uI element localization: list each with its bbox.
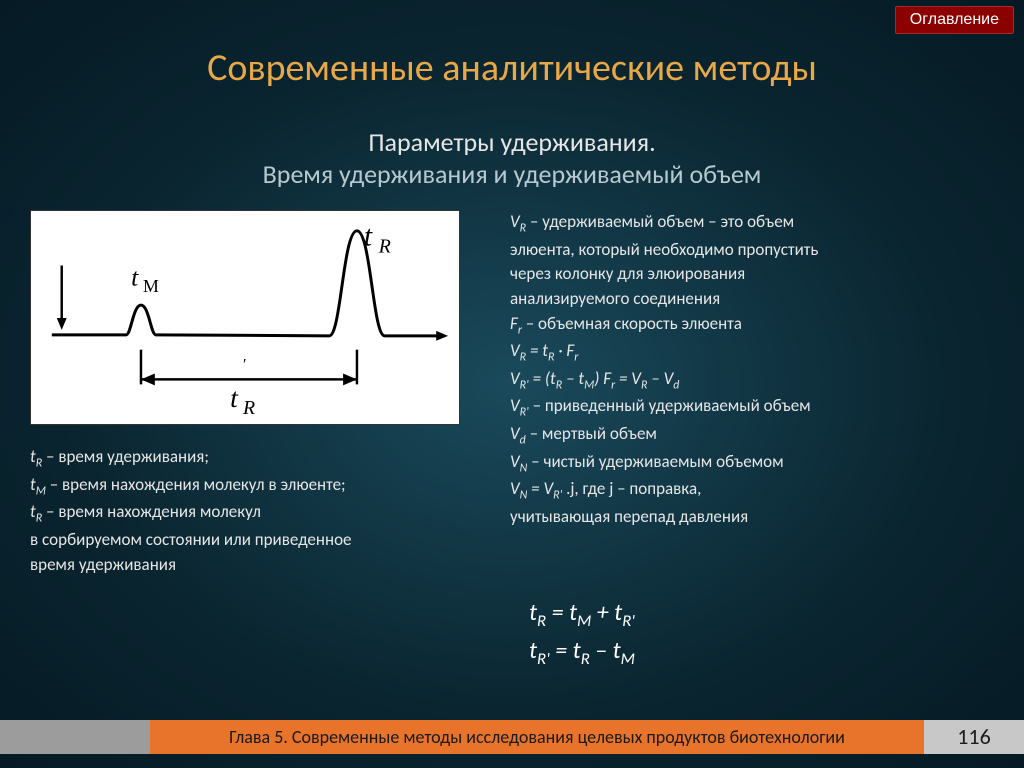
svg-text:R: R <box>378 236 391 258</box>
left-definitions: tR – время удерживания; tM – время нахож… <box>30 445 490 577</box>
svg-text:t: t <box>230 382 239 413</box>
svg-text:M: M <box>143 276 159 296</box>
subtitle-line-2: Время удерживания и удерживаемый объем <box>0 158 1024 190</box>
chromatogram-chart: t M t R t ′ R <box>30 210 460 425</box>
subtitle-line-1: Параметры удерживания. <box>0 126 1024 158</box>
page-number: 116 <box>924 720 1024 755</box>
page-title: Современные аналитические методы <box>0 0 1024 91</box>
footer-spacer <box>0 720 150 755</box>
footer-bar: Глава 5. Современные методы исследования… <box>0 720 1024 755</box>
svg-text:t: t <box>131 262 139 291</box>
footer-chapter: Глава 5. Современные методы исследования… <box>150 720 924 755</box>
right-definitions: VR – удерживаемый объем – это объем элюе… <box>510 210 994 577</box>
svg-text:R: R <box>242 397 255 419</box>
toc-button[interactable]: Оглавление <box>895 6 1014 34</box>
content-area: t M t R t ′ R tR – время удерживания; tM… <box>0 190 1024 577</box>
svg-text:′: ′ <box>243 357 246 374</box>
subtitle-block: Параметры удерживания. Время удерживания… <box>0 126 1024 190</box>
svg-text:t: t <box>364 221 373 253</box>
equations-block: tR = tM + tR' tR' = tR – tM <box>0 595 1024 671</box>
left-column: t M t R t ′ R tR – время удерживания; tM… <box>30 210 490 577</box>
